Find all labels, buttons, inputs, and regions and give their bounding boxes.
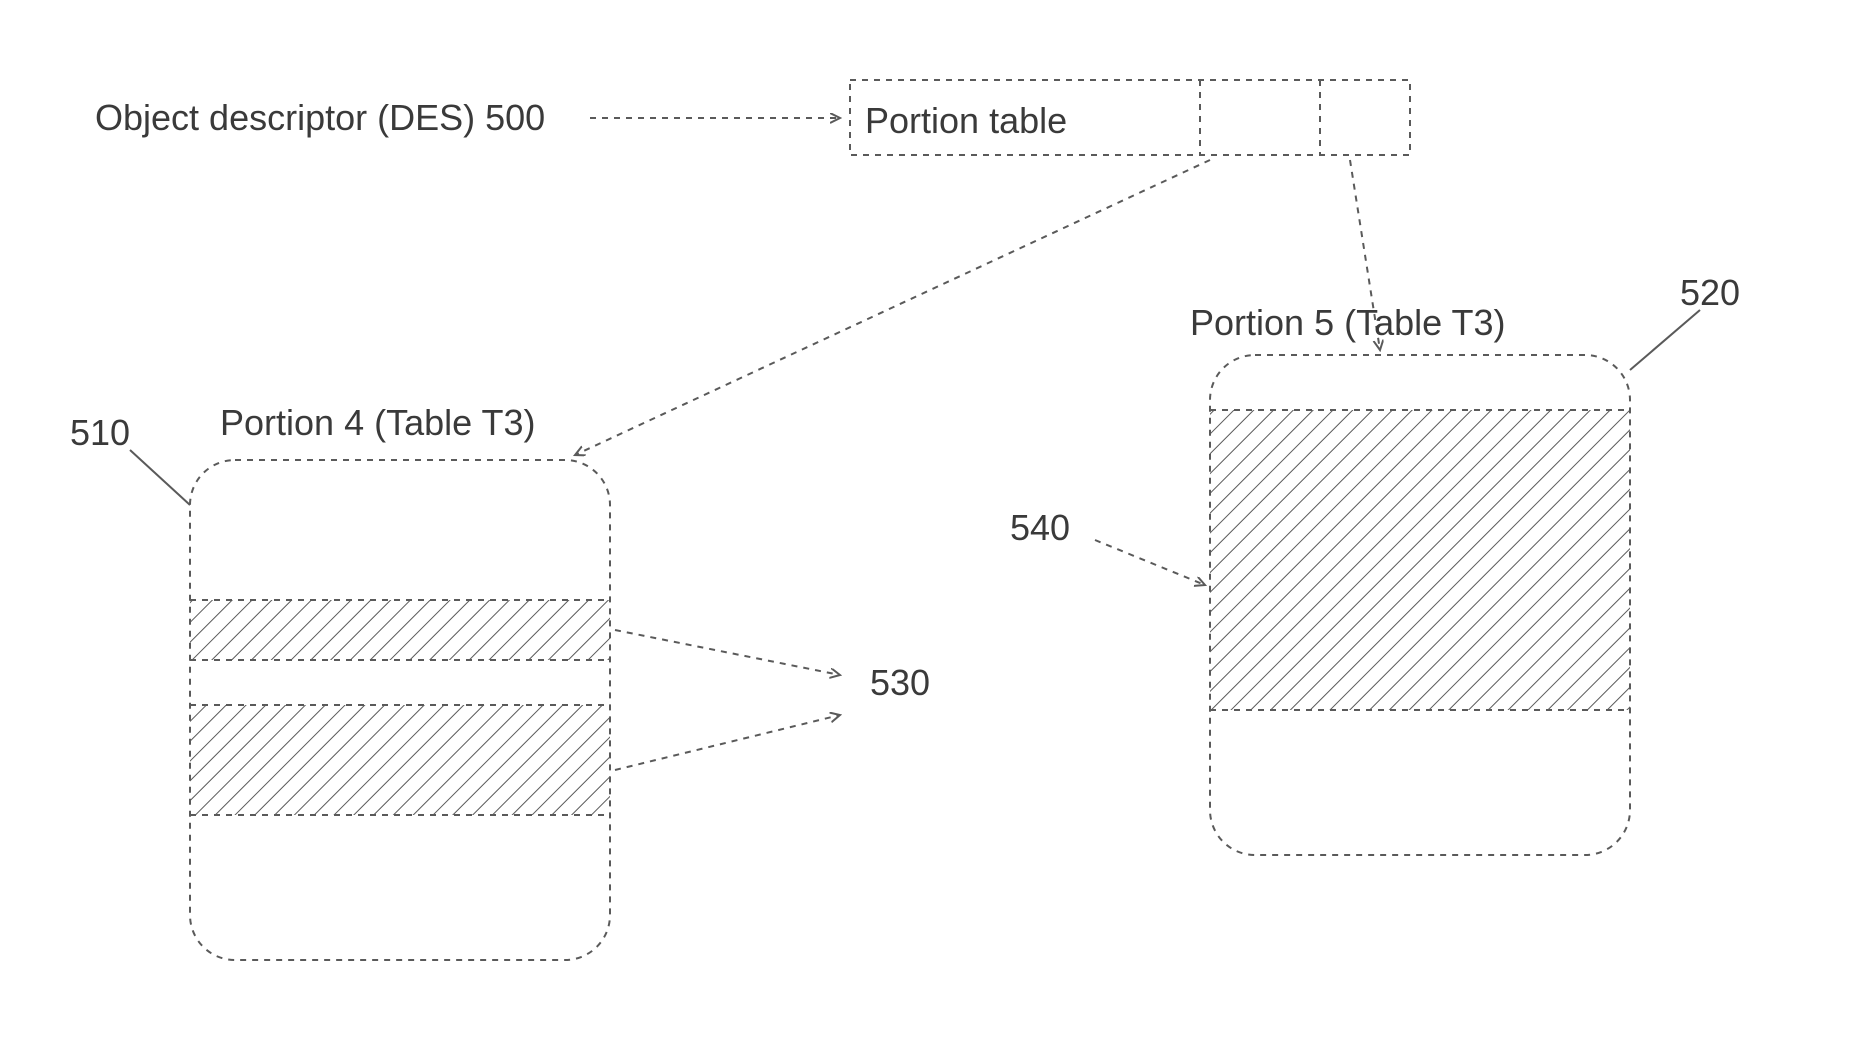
portion5-group: Portion 5 (Table T3) 520 — [1190, 272, 1740, 855]
ref-520: 520 — [1680, 272, 1740, 313]
ref-510-leader — [130, 450, 190, 505]
portion-table: Portion table — [850, 80, 1410, 155]
ref-540-group: 540 — [1010, 507, 1205, 585]
portion5-title: Portion 5 (Table T3) — [1190, 302, 1506, 343]
object-descriptor-label: Object descriptor (DES) 500 — [95, 97, 545, 138]
portion5-hatch-bands — [1210, 410, 1630, 710]
ref-540: 540 — [1010, 507, 1070, 548]
ref-530-leader-1 — [615, 630, 840, 675]
ref-510: 510 — [70, 412, 130, 453]
portion-table-label: Portion table — [865, 100, 1067, 141]
ref-530-leader-2 — [615, 715, 840, 770]
ref-530: 530 — [870, 662, 930, 703]
ref-530-group: 530 — [615, 630, 930, 770]
ref-520-leader — [1630, 310, 1700, 370]
arrow-table-to-portion4 — [575, 160, 1210, 455]
portion4-group: Portion 4 (Table T3) 510 — [70, 402, 610, 960]
portion4-title: Portion 4 (Table T3) — [220, 402, 536, 443]
portion4-hatch-bands — [190, 600, 610, 815]
ref-540-leader — [1095, 540, 1205, 585]
